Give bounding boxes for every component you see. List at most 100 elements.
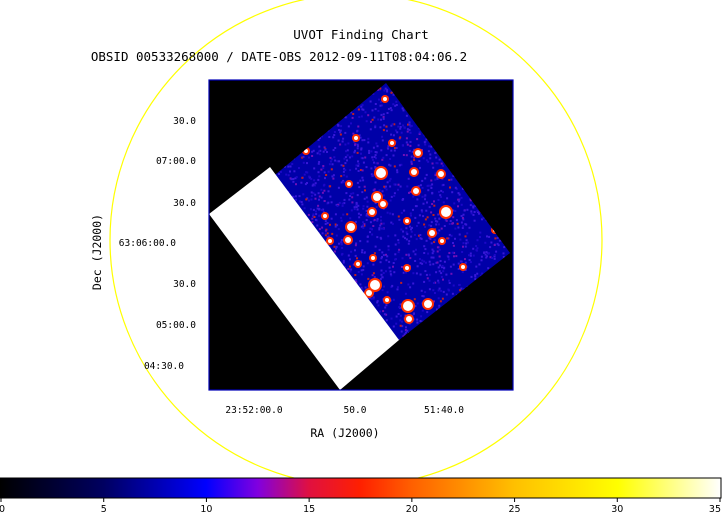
- noise-pixel: [488, 252, 491, 255]
- noise-pixel: [452, 242, 454, 244]
- noise-pixel: [460, 221, 463, 224]
- noise-pixel: [464, 235, 467, 238]
- noise-pixel: [397, 338, 400, 340]
- noise-pixel: [339, 143, 342, 146]
- noise-pixel: [378, 227, 381, 230]
- noise-pixel: [321, 191, 324, 194]
- noise-pixel: [294, 195, 297, 198]
- noise-pixel: [514, 328, 516, 330]
- noise-pixel: [334, 250, 336, 253]
- noise-pixel: [448, 282, 451, 284]
- noise-pixel: [340, 216, 343, 219]
- noise-pixel: [353, 151, 356, 154]
- x-tick-label: 51:40.0: [424, 405, 464, 416]
- noise-pixel: [411, 226, 413, 229]
- noise-pixel: [394, 104, 397, 107]
- noise-pixel: [340, 219, 343, 222]
- noise-pixel: [372, 173, 375, 176]
- noise-pixel: [435, 261, 438, 264]
- noise-pixel: [337, 124, 340, 127]
- noise-pixel: [356, 194, 359, 197]
- noise-pixel: [428, 224, 431, 227]
- noise-pixel: [479, 231, 482, 234]
- noise-pixel: [358, 186, 361, 189]
- noise-pixel: [409, 125, 412, 128]
- noise-pixel: [409, 131, 412, 134]
- noise-pixel: [394, 243, 397, 246]
- noise-pixel: [312, 208, 315, 211]
- noise-pixel: [372, 92, 375, 95]
- noise-pixel: [373, 156, 376, 158]
- noise-pixel: [397, 125, 400, 128]
- noise-pixel: [307, 213, 310, 216]
- noise-pixel: [312, 183, 315, 186]
- noise-pixel: [362, 226, 365, 229]
- noise-pixel: [458, 283, 461, 286]
- noise-pixel: [380, 222, 383, 225]
- noise-pixel: [384, 87, 387, 90]
- colorbar-tick-label: 10: [200, 504, 212, 515]
- noise-pixel: [403, 333, 406, 336]
- noise-pixel: [349, 195, 352, 197]
- noise-pixel: [480, 255, 483, 258]
- y-tick-label: 30.0: [173, 116, 196, 127]
- noise-pixel: [396, 288, 399, 291]
- noise-pixel: [440, 196, 443, 198]
- noise-pixel: [412, 272, 415, 275]
- noise-pixel: [340, 181, 343, 184]
- noise-pixel: [328, 163, 331, 166]
- noise-pixel: [392, 325, 395, 328]
- noise-pixel: [373, 276, 376, 279]
- noise-pixel: [387, 245, 390, 248]
- noise-pixel: [410, 228, 412, 231]
- noise-pixel: [365, 219, 368, 221]
- star-sources: [302, 95, 499, 324]
- noise-pixel: [446, 197, 449, 200]
- noise-pixel: [409, 191, 412, 193]
- noise-pixel: [419, 234, 422, 236]
- noise-pixel: [423, 280, 426, 283]
- noise-pixel: [367, 215, 370, 218]
- star-source: [345, 237, 351, 243]
- noise-pixel: [301, 203, 304, 206]
- noise-pixel: [324, 177, 326, 180]
- noise-pixel: [335, 245, 338, 248]
- noise-pixel: [374, 126, 377, 129]
- noise-pixel: [380, 257, 383, 260]
- noise-pixel: [375, 206, 378, 209]
- noise-pixel: [356, 147, 359, 150]
- noise-pixel: [419, 320, 422, 322]
- noise-pixel: [465, 239, 468, 242]
- noise-pixel: [402, 124, 405, 127]
- noise-pixel: [502, 255, 505, 258]
- noise-pixel: [434, 172, 437, 175]
- noise-pixel: [442, 191, 444, 193]
- noise-pixel: [426, 216, 429, 219]
- chart-title: UVOT Finding Chart: [293, 27, 428, 42]
- noise-pixel: [421, 259, 424, 262]
- noise-pixel: [388, 266, 391, 269]
- noise-pixel: [429, 153, 432, 156]
- star-source: [347, 182, 351, 186]
- noise-pixel: [414, 253, 417, 256]
- noise-pixel: [456, 222, 459, 225]
- noise-pixel: [337, 203, 340, 206]
- y-tick-label: 05:00.0: [156, 320, 196, 331]
- noise-pixel: [421, 295, 424, 297]
- noise-pixel: [447, 237, 450, 240]
- noise-pixel: [410, 214, 412, 217]
- noise-pixel: [427, 150, 430, 153]
- star-source: [380, 201, 386, 207]
- noise-pixel: [309, 208, 312, 211]
- noise-pixel: [452, 216, 455, 219]
- noise-pixel: [343, 198, 346, 201]
- noise-pixel: [453, 255, 455, 258]
- noise-pixel: [438, 255, 441, 258]
- noise-pixel: [389, 107, 392, 110]
- noise-pixel: [410, 230, 413, 233]
- noise-pixel: [392, 103, 395, 106]
- noise-pixel: [326, 232, 329, 235]
- noise-pixel: [419, 237, 422, 240]
- noise-pixel: [496, 242, 499, 245]
